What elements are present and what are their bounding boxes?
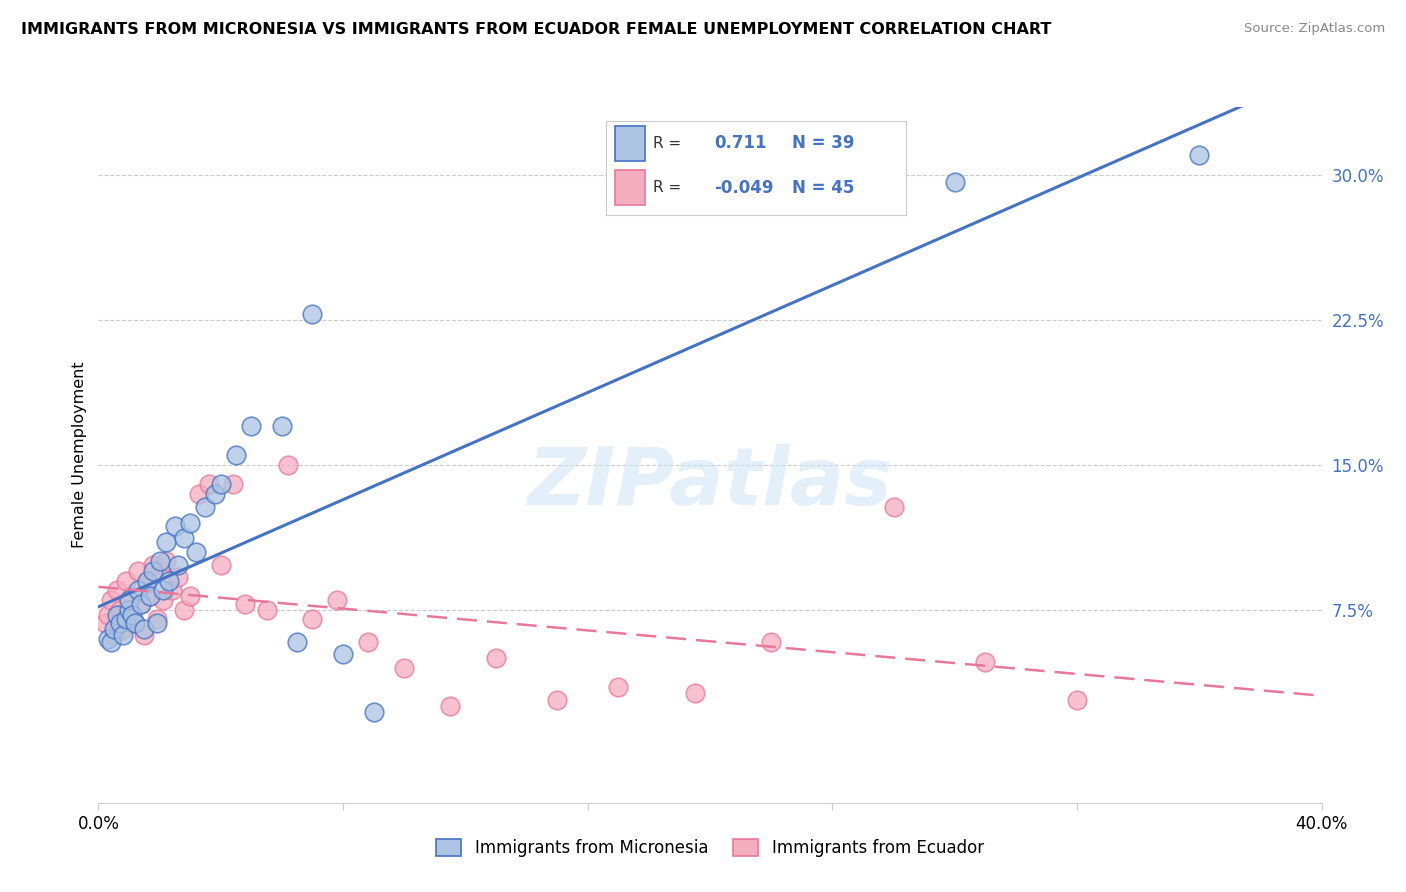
Point xyxy=(301,612,323,626)
Point xyxy=(1066,693,1088,707)
Point xyxy=(163,519,186,533)
Point xyxy=(142,558,165,573)
Point xyxy=(108,615,131,630)
Point xyxy=(485,651,508,665)
Point xyxy=(356,635,378,649)
Point xyxy=(129,597,152,611)
Point xyxy=(204,486,226,500)
Point xyxy=(105,583,128,598)
Point xyxy=(186,544,208,558)
Point xyxy=(97,608,120,623)
Point xyxy=(157,574,180,588)
Point xyxy=(607,680,630,694)
Point xyxy=(326,592,349,607)
Point xyxy=(1188,148,1211,162)
Point xyxy=(93,615,115,630)
Point xyxy=(121,589,143,603)
Point xyxy=(222,476,245,491)
Point xyxy=(179,516,201,530)
Point xyxy=(546,693,568,707)
Text: Source: ZipAtlas.com: Source: ZipAtlas.com xyxy=(1244,22,1385,36)
Point xyxy=(225,448,247,462)
Point xyxy=(136,577,159,591)
Point xyxy=(127,564,149,578)
Point xyxy=(285,635,308,649)
Point xyxy=(974,655,997,669)
Point xyxy=(115,612,138,626)
Point xyxy=(233,597,256,611)
Point xyxy=(439,699,461,714)
Point xyxy=(155,554,177,568)
Point xyxy=(197,476,219,491)
Point xyxy=(124,615,146,630)
Point xyxy=(759,635,782,649)
Point xyxy=(179,589,201,603)
Point xyxy=(111,622,134,636)
Point xyxy=(173,602,195,616)
Point xyxy=(100,635,122,649)
Point xyxy=(118,592,141,607)
Point xyxy=(152,592,174,607)
Point xyxy=(118,602,141,616)
Point xyxy=(392,660,416,674)
Point xyxy=(149,554,172,568)
Point xyxy=(118,612,141,626)
Point xyxy=(160,583,183,598)
Text: IMMIGRANTS FROM MICRONESIA VS IMMIGRANTS FROM ECUADOR FEMALE UNEMPLOYMENT CORREL: IMMIGRANTS FROM MICRONESIA VS IMMIGRANTS… xyxy=(21,22,1052,37)
Point xyxy=(155,535,177,549)
Point xyxy=(100,592,122,607)
Y-axis label: Female Unemployment: Female Unemployment xyxy=(72,361,87,549)
Point xyxy=(103,628,125,642)
Point xyxy=(883,500,905,515)
Point xyxy=(209,558,232,573)
Point xyxy=(145,612,167,626)
Point xyxy=(142,564,165,578)
Point xyxy=(301,307,323,321)
Point xyxy=(115,574,138,588)
Point xyxy=(134,622,156,636)
Point xyxy=(124,615,146,630)
Point xyxy=(105,608,128,623)
Point xyxy=(134,628,156,642)
Point xyxy=(111,628,134,642)
Point xyxy=(167,558,190,573)
Point xyxy=(332,647,354,661)
Point xyxy=(152,583,174,598)
Point xyxy=(256,602,278,616)
Point xyxy=(209,476,232,491)
Point xyxy=(188,486,211,500)
Point xyxy=(139,589,162,603)
Point xyxy=(139,589,162,603)
Point xyxy=(129,597,152,611)
Text: ZIPatlas: ZIPatlas xyxy=(527,443,893,522)
Point xyxy=(145,615,167,630)
Point xyxy=(167,570,190,584)
Point xyxy=(97,632,120,646)
Point xyxy=(363,705,385,719)
Point xyxy=(683,686,706,700)
Point xyxy=(943,176,966,190)
Point xyxy=(103,622,125,636)
Point xyxy=(121,608,143,623)
Point xyxy=(149,564,172,578)
Point xyxy=(240,419,263,434)
Point xyxy=(194,500,217,515)
Point xyxy=(136,574,159,588)
Legend: Immigrants from Micronesia, Immigrants from Ecuador: Immigrants from Micronesia, Immigrants f… xyxy=(430,832,990,864)
Point xyxy=(270,419,292,434)
Point xyxy=(277,458,299,472)
Point xyxy=(127,583,149,598)
Point xyxy=(173,531,195,545)
Point xyxy=(108,602,131,616)
